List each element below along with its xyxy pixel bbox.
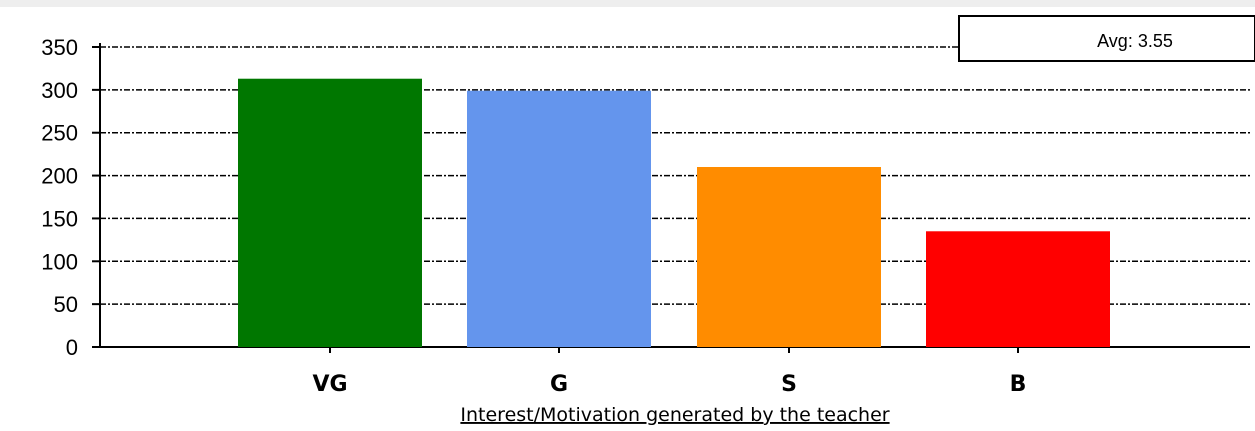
y-tick-label: 150 [41, 206, 78, 231]
bar-s [697, 167, 881, 347]
avg-annotation: Avg: 3.55 [1097, 31, 1173, 51]
y-tick-label: 100 [41, 249, 78, 274]
labels: 0 50 100 150 200 250 300 350 VG G S B [41, 35, 1026, 397]
bar-g [467, 90, 651, 347]
bar-vg [238, 78, 422, 347]
top-strip [0, 0, 1255, 7]
bar-b [926, 231, 1110, 347]
x-axis-label: Interest/Motivation generated by the tea… [460, 404, 889, 426]
x-tick-label-vg: VG [312, 372, 347, 397]
y-tick-label: 300 [41, 78, 78, 103]
y-tick-label: 250 [41, 121, 78, 146]
x-tick-label-b: B [1010, 372, 1027, 397]
y-tick-label: 0 [66, 335, 78, 360]
avg-annotation-box: Avg: 3.55 [958, 15, 1255, 62]
y-tick-label: 200 [41, 164, 78, 189]
bars [238, 78, 1110, 347]
x-tick-label-g: G [550, 372, 568, 397]
y-tick-label: 350 [41, 35, 78, 60]
y-tick-label: 50 [54, 292, 78, 317]
x-tick-label-s: S [781, 372, 797, 397]
